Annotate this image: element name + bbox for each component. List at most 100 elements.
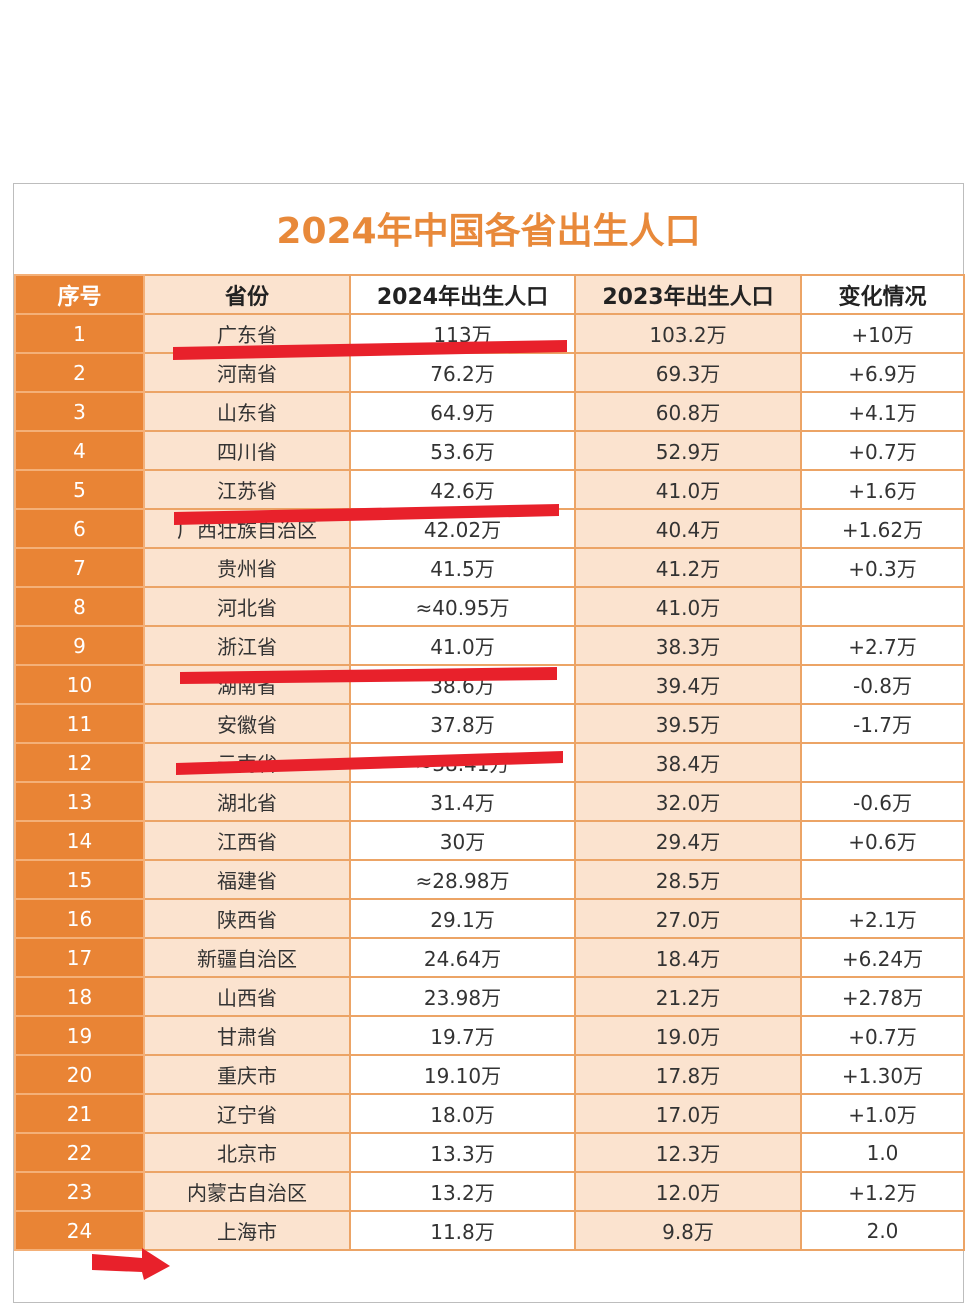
cell-change: +2.1万 [800,898,965,939]
table-sheet: 2024年中国各省出生人口 序号 省份 2024年出生人口 2023年出生人口 … [13,183,965,1303]
cell-province: 安徽省 [143,703,351,744]
cell-births-2023: 41.0万 [574,586,802,627]
table-header-row: 序号 省份 2024年出生人口 2023年出生人口 变化情况 [14,274,965,315]
cell-province: 云南省 [143,742,351,783]
cell-births-2023: 103.2万 [574,313,802,354]
cell-births-2024: 23.98万 [349,976,576,1017]
cell-births-2024: 13.3万 [349,1132,576,1173]
cell-province: 山西省 [143,976,351,1017]
cell-births-2023: 19.0万 [574,1015,802,1056]
cell-change: +0.3万 [800,547,965,588]
cell-change: -1.7万 [800,703,965,744]
table-row: 4 四川省 53.6万 52.9万 +0.7万 [14,430,965,471]
header-index: 序号 [14,274,145,315]
header-province: 省份 [143,274,351,315]
cell-births-2023: 12.0万 [574,1171,802,1212]
cell-births-2024: 31.4万 [349,781,576,822]
cell-births-2023: 9.8万 [574,1210,802,1251]
table-row: 8 河北省 ≈40.95万 41.0万 [14,586,965,627]
cell-change: +10万 [800,313,965,354]
cell-index: 10 [14,664,145,705]
cell-index: 5 [14,469,145,510]
cell-index: 19 [14,1015,145,1056]
cell-index: 9 [14,625,145,666]
cell-births-2024: 37.8万 [349,703,576,744]
cell-births-2023: 21.2万 [574,976,802,1017]
cell-births-2023: 52.9万 [574,430,802,471]
table-row: 22 北京市 13.3万 12.3万 1.0 [14,1132,965,1173]
cell-index: 12 [14,742,145,783]
cell-index: 20 [14,1054,145,1095]
cell-province: 河北省 [143,586,351,627]
table-row: 12 云南省 ≈38.41万 38.4万 [14,742,965,783]
cell-births-2024: 11.8万 [349,1210,576,1251]
cell-births-2023: 38.3万 [574,625,802,666]
cell-change: +6.9万 [800,352,965,393]
cell-births-2024: 38.6万 [349,664,576,705]
cell-index: 14 [14,820,145,861]
cell-change: +0.7万 [800,430,965,471]
cell-births-2023: 17.0万 [574,1093,802,1134]
cell-births-2023: 39.5万 [574,703,802,744]
cell-index: 18 [14,976,145,1017]
birth-population-table: 序号 省份 2024年出生人口 2023年出生人口 变化情况 1 广东省 113万 1… [14,274,965,1251]
cell-births-2024: 113万 [349,313,576,354]
page-title: 2024年中国各省出生人口 [276,211,701,252]
cell-births-2023: 17.8万 [574,1054,802,1095]
table-row: 18 山西省 23.98万 21.2万 +2.78万 [14,976,965,1017]
cell-index: 21 [14,1093,145,1134]
cell-births-2023: 32.0万 [574,781,802,822]
cell-province: 湖南省 [143,664,351,705]
cell-province: 四川省 [143,430,351,471]
header-change: 变化情况 [800,274,965,315]
table-row: 14 江西省 30万 29.4万 +0.6万 [14,820,965,861]
cell-change: +6.24万 [800,937,965,978]
cell-index: 2 [14,352,145,393]
table-row: 23 内蒙古自治区 13.2万 12.0万 +1.2万 [14,1171,965,1212]
cell-births-2024: 41.5万 [349,547,576,588]
cell-births-2023: 28.5万 [574,859,802,900]
cell-births-2023: 60.8万 [574,391,802,432]
cell-index: 24 [14,1210,145,1251]
table-row: 21 辽宁省 18.0万 17.0万 +1.0万 [14,1093,965,1134]
table-row: 9 浙江省 41.0万 38.3万 +2.7万 [14,625,965,666]
cell-index: 3 [14,391,145,432]
cell-province: 北京市 [143,1132,351,1173]
cell-change: +1.62万 [800,508,965,549]
cell-index: 6 [14,508,145,549]
cell-change: +4.1万 [800,391,965,432]
cell-province: 河南省 [143,352,351,393]
cell-births-2024: 64.9万 [349,391,576,432]
cell-births-2024: ≈40.95万 [349,586,576,627]
cell-change: +1.30万 [800,1054,965,1095]
cell-province: 山东省 [143,391,351,432]
cell-index: 7 [14,547,145,588]
cell-change [800,859,965,900]
cell-index: 13 [14,781,145,822]
cell-births-2024: ≈28.98万 [349,859,576,900]
cell-index: 22 [14,1132,145,1173]
table-row: 7 贵州省 41.5万 41.2万 +0.3万 [14,547,965,588]
cell-province: 浙江省 [143,625,351,666]
cell-province: 广西壮族自治区 [143,508,351,549]
cell-births-2024: 13.2万 [349,1171,576,1212]
cell-province: 贵州省 [143,547,351,588]
cell-births-2024: ≈38.41万 [349,742,576,783]
cell-births-2023: 40.4万 [574,508,802,549]
table-row: 17 新疆自治区 24.64万 18.4万 +6.24万 [14,937,965,978]
cell-births-2024: 53.6万 [349,430,576,471]
cell-province: 陕西省 [143,898,351,939]
cell-change: +1.6万 [800,469,965,510]
cell-province: 内蒙古自治区 [143,1171,351,1212]
cell-province: 福建省 [143,859,351,900]
cell-change: 1.0 [800,1132,965,1173]
cell-births-2024: 42.6万 [349,469,576,510]
cell-index: 17 [14,937,145,978]
cell-births-2023: 41.0万 [574,469,802,510]
cell-change: +1.2万 [800,1171,965,1212]
cell-births-2023: 27.0万 [574,898,802,939]
cell-province: 广东省 [143,313,351,354]
cell-births-2024: 19.7万 [349,1015,576,1056]
table-row: 24 上海市 11.8万 9.8万 2.0 [14,1210,965,1251]
cell-change: 2.0 [800,1210,965,1251]
